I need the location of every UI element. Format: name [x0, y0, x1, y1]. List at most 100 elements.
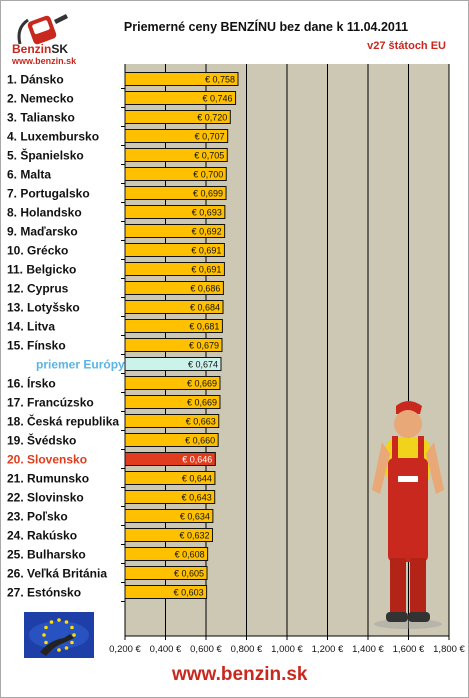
category-label: 23. Poľsko — [7, 510, 68, 524]
category-label: 26. Veľká Británia — [7, 567, 107, 581]
bar-value-label: € 0,646 — [182, 455, 212, 465]
category-label: 17. Francúzsko — [7, 396, 94, 410]
flag-star — [64, 646, 69, 650]
bar — [124, 452, 216, 466]
bar — [124, 300, 224, 314]
category-label: 7. Portugalsko — [7, 187, 90, 201]
category-label: 3. Taliansko — [7, 111, 75, 125]
bar-value-label: € 0,720 — [197, 113, 227, 123]
flag-star — [44, 640, 48, 645]
bar — [124, 72, 239, 86]
bar — [124, 433, 219, 447]
bar — [124, 338, 223, 352]
flag-star — [72, 633, 76, 637]
category-label: 9. Maďarsko — [7, 225, 78, 239]
bar-value-label: € 0,700 — [193, 170, 223, 180]
bar-value-label: € 0,634 — [180, 512, 210, 522]
bar — [124, 471, 216, 485]
category-label: 8. Holandsko — [7, 206, 82, 220]
category-label: 2. Nemecko — [7, 92, 74, 106]
plot-left-wall — [121, 64, 125, 636]
chart-subtitle: v27 štátoch EU — [367, 40, 446, 52]
logo-label: Benzin — [12, 42, 52, 56]
bar-value-label: € 0,705 — [194, 151, 224, 161]
category-label: 25. Bulharsko — [7, 548, 86, 562]
bar — [124, 167, 227, 181]
bar — [124, 547, 209, 561]
flag-star — [70, 640, 74, 645]
category-label: 12. Cyprus — [7, 282, 69, 296]
bar — [124, 243, 225, 257]
category-label: 21. Rumunsko — [7, 472, 89, 486]
bar-value-label: € 0,608 — [175, 550, 205, 560]
bar-value-label: € 0,691 — [191, 265, 221, 275]
category-label: 11. Belgicko — [7, 263, 76, 277]
x-tick-label: 0,800 € — [231, 644, 263, 655]
logo-suffix: SK — [51, 42, 69, 56]
bar-value-label: € 0,692 — [192, 227, 222, 237]
bar — [124, 528, 213, 542]
flag-star — [44, 625, 48, 630]
category-label: 27. Estónsko — [7, 586, 81, 600]
benzin-logo[interactable] — [6, 8, 86, 70]
category-label: 15. Fínsko — [7, 339, 66, 353]
bar-value-label: € 0,707 — [195, 132, 225, 142]
bar-value-label: € 0,674 — [188, 360, 218, 370]
bar-value-label: € 0,603 — [174, 588, 204, 598]
bar — [124, 376, 221, 390]
category-label: 10. Grécko — [7, 244, 68, 258]
category-label: 13. Lotyšsko — [7, 301, 80, 315]
category-label: 16. Írsko — [7, 376, 56, 391]
category-label: 18. Česká republika — [7, 414, 119, 429]
x-tick-label: 0,600 € — [190, 644, 222, 655]
bar-value-label: € 0,686 — [190, 284, 220, 294]
bar — [124, 110, 231, 124]
bar-value-label: € 0,644 — [182, 474, 212, 484]
bar-value-label: € 0,643 — [182, 493, 212, 503]
flag-star — [64, 620, 69, 624]
bar — [124, 91, 237, 105]
bar-value-label: € 0,605 — [174, 569, 204, 579]
gas-station-attendant-image — [368, 398, 448, 630]
bar — [124, 262, 225, 276]
category-label: 22. Slovinsko — [7, 491, 84, 505]
bar-value-label: € 0,758 — [205, 75, 235, 85]
flag-star — [57, 648, 61, 652]
flag-star — [57, 618, 61, 622]
x-tick-label: 1,200 € — [312, 644, 344, 655]
bar-value-label: € 0,693 — [192, 208, 222, 218]
x-tick-label: 1,400 € — [352, 644, 384, 655]
x-tick-label: 0,200 € — [109, 644, 141, 655]
bar — [124, 319, 223, 333]
category-label: 19. Švédsko — [7, 433, 76, 448]
fuel-nozzle-icon — [17, 14, 68, 45]
footer-url[interactable]: www.benzin.sk — [172, 664, 308, 685]
bar — [124, 129, 229, 143]
logo-wordmark: BenzinSK — [12, 42, 68, 56]
bar — [124, 205, 226, 219]
flag-star — [49, 620, 54, 624]
category-label: 1. Dánsko — [7, 73, 64, 87]
bar — [124, 585, 208, 599]
bar — [124, 414, 220, 428]
bar-value-label: € 0,746 — [203, 94, 233, 104]
category-label: 24. Rakúsko — [7, 529, 77, 543]
bar-value-label: € 0,679 — [189, 341, 219, 351]
bar-value-label: € 0,660 — [185, 436, 215, 446]
bar — [124, 281, 224, 295]
flag-star — [70, 625, 74, 630]
category-label: 20. Slovensko — [7, 453, 87, 467]
bar — [124, 566, 208, 580]
bar-value-label: € 0,681 — [189, 322, 219, 332]
bar — [124, 357, 222, 371]
bar — [124, 148, 228, 162]
bar-value-label: € 0,691 — [191, 246, 221, 256]
logo-url[interactable]: www.benzin.sk — [12, 56, 77, 66]
bar-value-label: € 0,669 — [187, 398, 217, 408]
x-tick-label: 0,400 € — [150, 644, 182, 655]
category-label: 5. Španielsko — [7, 148, 84, 163]
category-label: 14. Litva — [7, 320, 55, 334]
x-tick-label: 1,000 € — [271, 644, 303, 655]
bar — [124, 490, 216, 504]
bar-value-label: € 0,663 — [186, 417, 216, 427]
